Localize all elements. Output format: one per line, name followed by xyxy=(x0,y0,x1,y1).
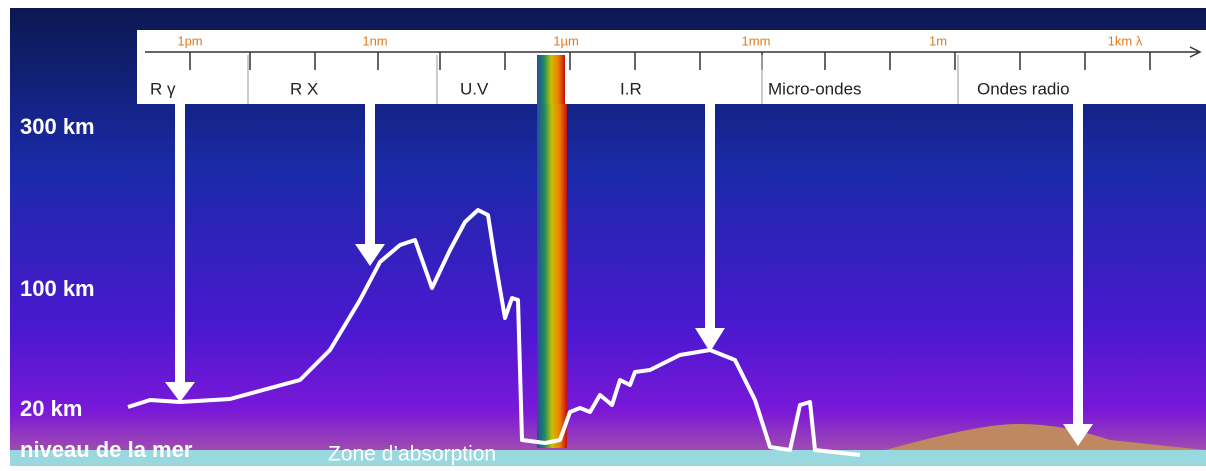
absorption-curve xyxy=(127,208,861,457)
band-label: Ondes radio xyxy=(977,79,1070,98)
band-label: I.R xyxy=(620,79,642,98)
arrows xyxy=(165,104,1093,446)
annotation: Zone d’absorption xyxy=(328,443,496,466)
band-dividers xyxy=(247,55,959,104)
scale-label: 1m xyxy=(929,33,947,48)
axis-arrow xyxy=(1189,46,1202,58)
spectrum xyxy=(537,55,567,448)
band-label: Micro-ondes xyxy=(768,79,862,98)
band-label: R γ xyxy=(150,79,176,98)
scale-label: 1pm xyxy=(177,33,202,48)
sea xyxy=(10,450,1206,466)
altitude-label: 20 km xyxy=(20,396,82,421)
spectrum-band xyxy=(537,55,565,104)
altitude-label: 100 km xyxy=(20,276,95,301)
altitude-label: 300 km xyxy=(20,114,95,139)
scale-label: 1nm xyxy=(362,33,387,48)
band-label: U.V xyxy=(460,79,489,98)
ticks xyxy=(189,52,1151,70)
band-label: R X xyxy=(290,79,318,98)
scale-label: 1µm xyxy=(553,33,579,48)
scale-label: 1km λ xyxy=(1108,33,1143,48)
scale-label: 1mm xyxy=(742,33,771,48)
altitude-label: niveau de la mer xyxy=(20,437,193,462)
